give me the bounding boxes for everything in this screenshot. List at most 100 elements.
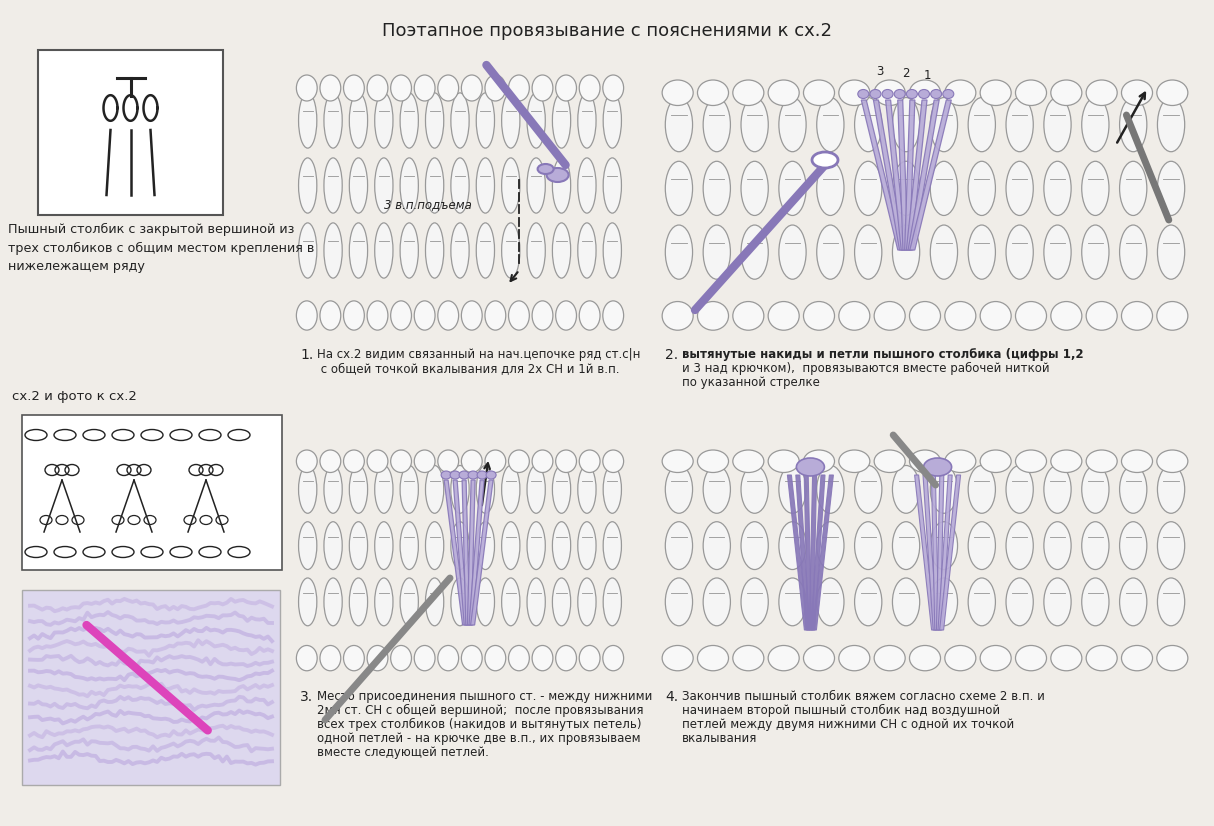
Polygon shape xyxy=(811,475,826,630)
Ellipse shape xyxy=(477,471,487,479)
Ellipse shape xyxy=(344,301,364,330)
Ellipse shape xyxy=(855,578,881,626)
Ellipse shape xyxy=(1157,80,1187,106)
Ellipse shape xyxy=(425,223,444,278)
Ellipse shape xyxy=(350,522,368,570)
Ellipse shape xyxy=(501,158,520,213)
Polygon shape xyxy=(873,100,904,250)
Ellipse shape xyxy=(703,522,731,570)
Ellipse shape xyxy=(450,578,469,626)
Polygon shape xyxy=(796,475,810,630)
Text: одной петлей - на крючке две в.п., их провязываем: одной петлей - на крючке две в.п., их пр… xyxy=(317,732,641,745)
Ellipse shape xyxy=(1082,225,1108,279)
Ellipse shape xyxy=(450,522,469,570)
Ellipse shape xyxy=(556,450,577,472)
Ellipse shape xyxy=(538,164,554,174)
Ellipse shape xyxy=(546,168,568,182)
Ellipse shape xyxy=(1122,80,1152,106)
Ellipse shape xyxy=(892,522,920,570)
Ellipse shape xyxy=(450,466,469,513)
Ellipse shape xyxy=(450,471,460,479)
Ellipse shape xyxy=(603,223,622,278)
Text: Закончив пышный столбик вяжем согласно схеме 2 в.п. и: Закончив пышный столбик вяжем согласно с… xyxy=(682,690,1045,703)
Ellipse shape xyxy=(892,97,920,152)
Ellipse shape xyxy=(733,450,764,472)
Ellipse shape xyxy=(414,75,435,101)
Ellipse shape xyxy=(804,80,834,106)
Ellipse shape xyxy=(733,645,764,671)
Ellipse shape xyxy=(469,471,478,479)
Ellipse shape xyxy=(1006,466,1033,513)
Ellipse shape xyxy=(855,466,881,513)
Polygon shape xyxy=(810,475,817,630)
Ellipse shape xyxy=(579,645,600,671)
Polygon shape xyxy=(938,475,952,630)
Ellipse shape xyxy=(665,578,692,626)
Ellipse shape xyxy=(1157,645,1187,671)
Ellipse shape xyxy=(320,75,341,101)
Ellipse shape xyxy=(874,645,906,671)
Ellipse shape xyxy=(930,161,958,216)
Ellipse shape xyxy=(931,89,942,98)
Ellipse shape xyxy=(414,301,435,330)
Ellipse shape xyxy=(892,161,920,216)
Ellipse shape xyxy=(1006,161,1033,216)
Polygon shape xyxy=(467,480,475,625)
Ellipse shape xyxy=(461,450,482,472)
Ellipse shape xyxy=(532,75,552,101)
Ellipse shape xyxy=(320,645,341,671)
Ellipse shape xyxy=(401,223,419,278)
Ellipse shape xyxy=(527,522,545,570)
Text: вместе следующей петлей.: вместе следующей петлей. xyxy=(317,746,489,759)
Ellipse shape xyxy=(324,223,342,278)
Text: На сх.2 видим связанный на нач.цепочке ряд ст.с|н: На сх.2 видим связанный на нач.цепочке р… xyxy=(317,348,640,361)
Ellipse shape xyxy=(703,97,731,152)
Text: Пышный столбик с закрытой вершиной из
трех столбиков с общим местом крепления в
: Пышный столбик с закрытой вершиной из тр… xyxy=(8,223,314,273)
Ellipse shape xyxy=(401,522,419,570)
Ellipse shape xyxy=(858,89,869,98)
Ellipse shape xyxy=(1051,645,1082,671)
Ellipse shape xyxy=(344,645,364,671)
Ellipse shape xyxy=(425,158,444,213)
Ellipse shape xyxy=(741,97,768,152)
Text: всех трех столбиков (накидов и вытянутых петель): всех трех столбиков (накидов и вытянутых… xyxy=(317,718,641,731)
Ellipse shape xyxy=(552,93,571,148)
Ellipse shape xyxy=(401,93,419,148)
Ellipse shape xyxy=(1157,301,1187,330)
Ellipse shape xyxy=(552,223,571,278)
Ellipse shape xyxy=(909,450,941,472)
Ellipse shape xyxy=(476,578,494,626)
Ellipse shape xyxy=(299,522,317,570)
Text: 4.: 4. xyxy=(665,690,679,704)
Ellipse shape xyxy=(703,225,731,279)
Ellipse shape xyxy=(1044,161,1071,216)
Ellipse shape xyxy=(375,93,393,148)
Ellipse shape xyxy=(944,450,976,472)
Ellipse shape xyxy=(1082,522,1108,570)
Ellipse shape xyxy=(1119,97,1147,152)
Ellipse shape xyxy=(579,301,600,330)
Ellipse shape xyxy=(476,223,494,278)
Ellipse shape xyxy=(484,75,506,101)
Ellipse shape xyxy=(375,466,393,513)
Ellipse shape xyxy=(804,645,834,671)
Ellipse shape xyxy=(1044,522,1071,570)
Ellipse shape xyxy=(665,161,692,216)
Ellipse shape xyxy=(1157,161,1185,216)
Polygon shape xyxy=(471,480,493,625)
Ellipse shape xyxy=(320,301,341,330)
Ellipse shape xyxy=(476,158,494,213)
Ellipse shape xyxy=(350,578,368,626)
Ellipse shape xyxy=(968,522,995,570)
Text: и 3 над крючком),  провязываются вместе рабочей ниткой: и 3 над крючком), провязываются вместе р… xyxy=(682,362,1050,375)
Ellipse shape xyxy=(438,645,459,671)
Ellipse shape xyxy=(367,75,388,101)
Ellipse shape xyxy=(486,471,497,479)
Polygon shape xyxy=(453,480,469,625)
Polygon shape xyxy=(897,100,908,250)
Ellipse shape xyxy=(779,225,806,279)
Ellipse shape xyxy=(817,466,844,513)
Ellipse shape xyxy=(350,466,368,513)
Ellipse shape xyxy=(299,578,317,626)
Ellipse shape xyxy=(532,450,552,472)
